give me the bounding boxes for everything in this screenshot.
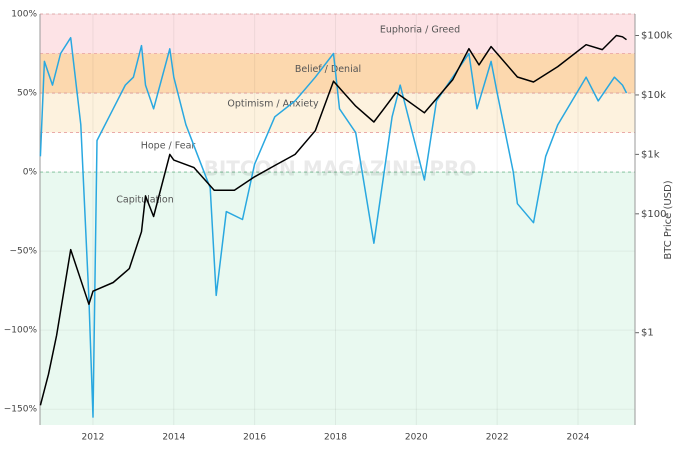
watermark: BITCOIN MAGAZINE PRO <box>204 157 477 181</box>
y2-tick-label: $1 <box>641 328 654 339</box>
y2-tick-label: $1k <box>641 149 660 160</box>
y2-tick-label: $100k <box>641 31 672 42</box>
y-tick-label: 50% <box>17 89 37 99</box>
y-tick-label: −50% <box>9 247 37 257</box>
x-tick-label: 2018 <box>324 433 347 443</box>
zone-label: Belief / Denial <box>295 64 361 75</box>
x-tick-label: 2022 <box>486 433 509 443</box>
zone-band <box>40 14 635 54</box>
y-tick-label: 0% <box>23 168 38 178</box>
x-tick-label: 2020 <box>405 433 428 443</box>
series-line <box>39 36 628 418</box>
zone-label: Optimism / Anxiety <box>227 99 319 110</box>
zone-band <box>40 93 635 133</box>
x-tick-label: 2014 <box>162 433 185 443</box>
y2-tick-label: $100 <box>641 209 666 220</box>
zone-band <box>40 132 635 173</box>
zone-band <box>40 172 635 425</box>
y2-axis-title: BTC Price (USD) <box>663 180 674 259</box>
zone-label: Euphoria / Greed <box>380 24 460 35</box>
y-tick-label: 100% <box>11 10 37 20</box>
series-line <box>39 34 627 406</box>
background-layer <box>40 13 635 425</box>
y-tick-label: −150% <box>4 405 38 415</box>
zone-label: Hope / Fear <box>141 141 196 152</box>
y-tick-label: −100% <box>4 326 38 336</box>
x-tick-label: 2012 <box>81 433 104 443</box>
y2-tick-label: $10k <box>641 90 666 101</box>
x-tick-label: 2024 <box>567 433 590 443</box>
x-tick-label: 2016 <box>243 433 266 443</box>
